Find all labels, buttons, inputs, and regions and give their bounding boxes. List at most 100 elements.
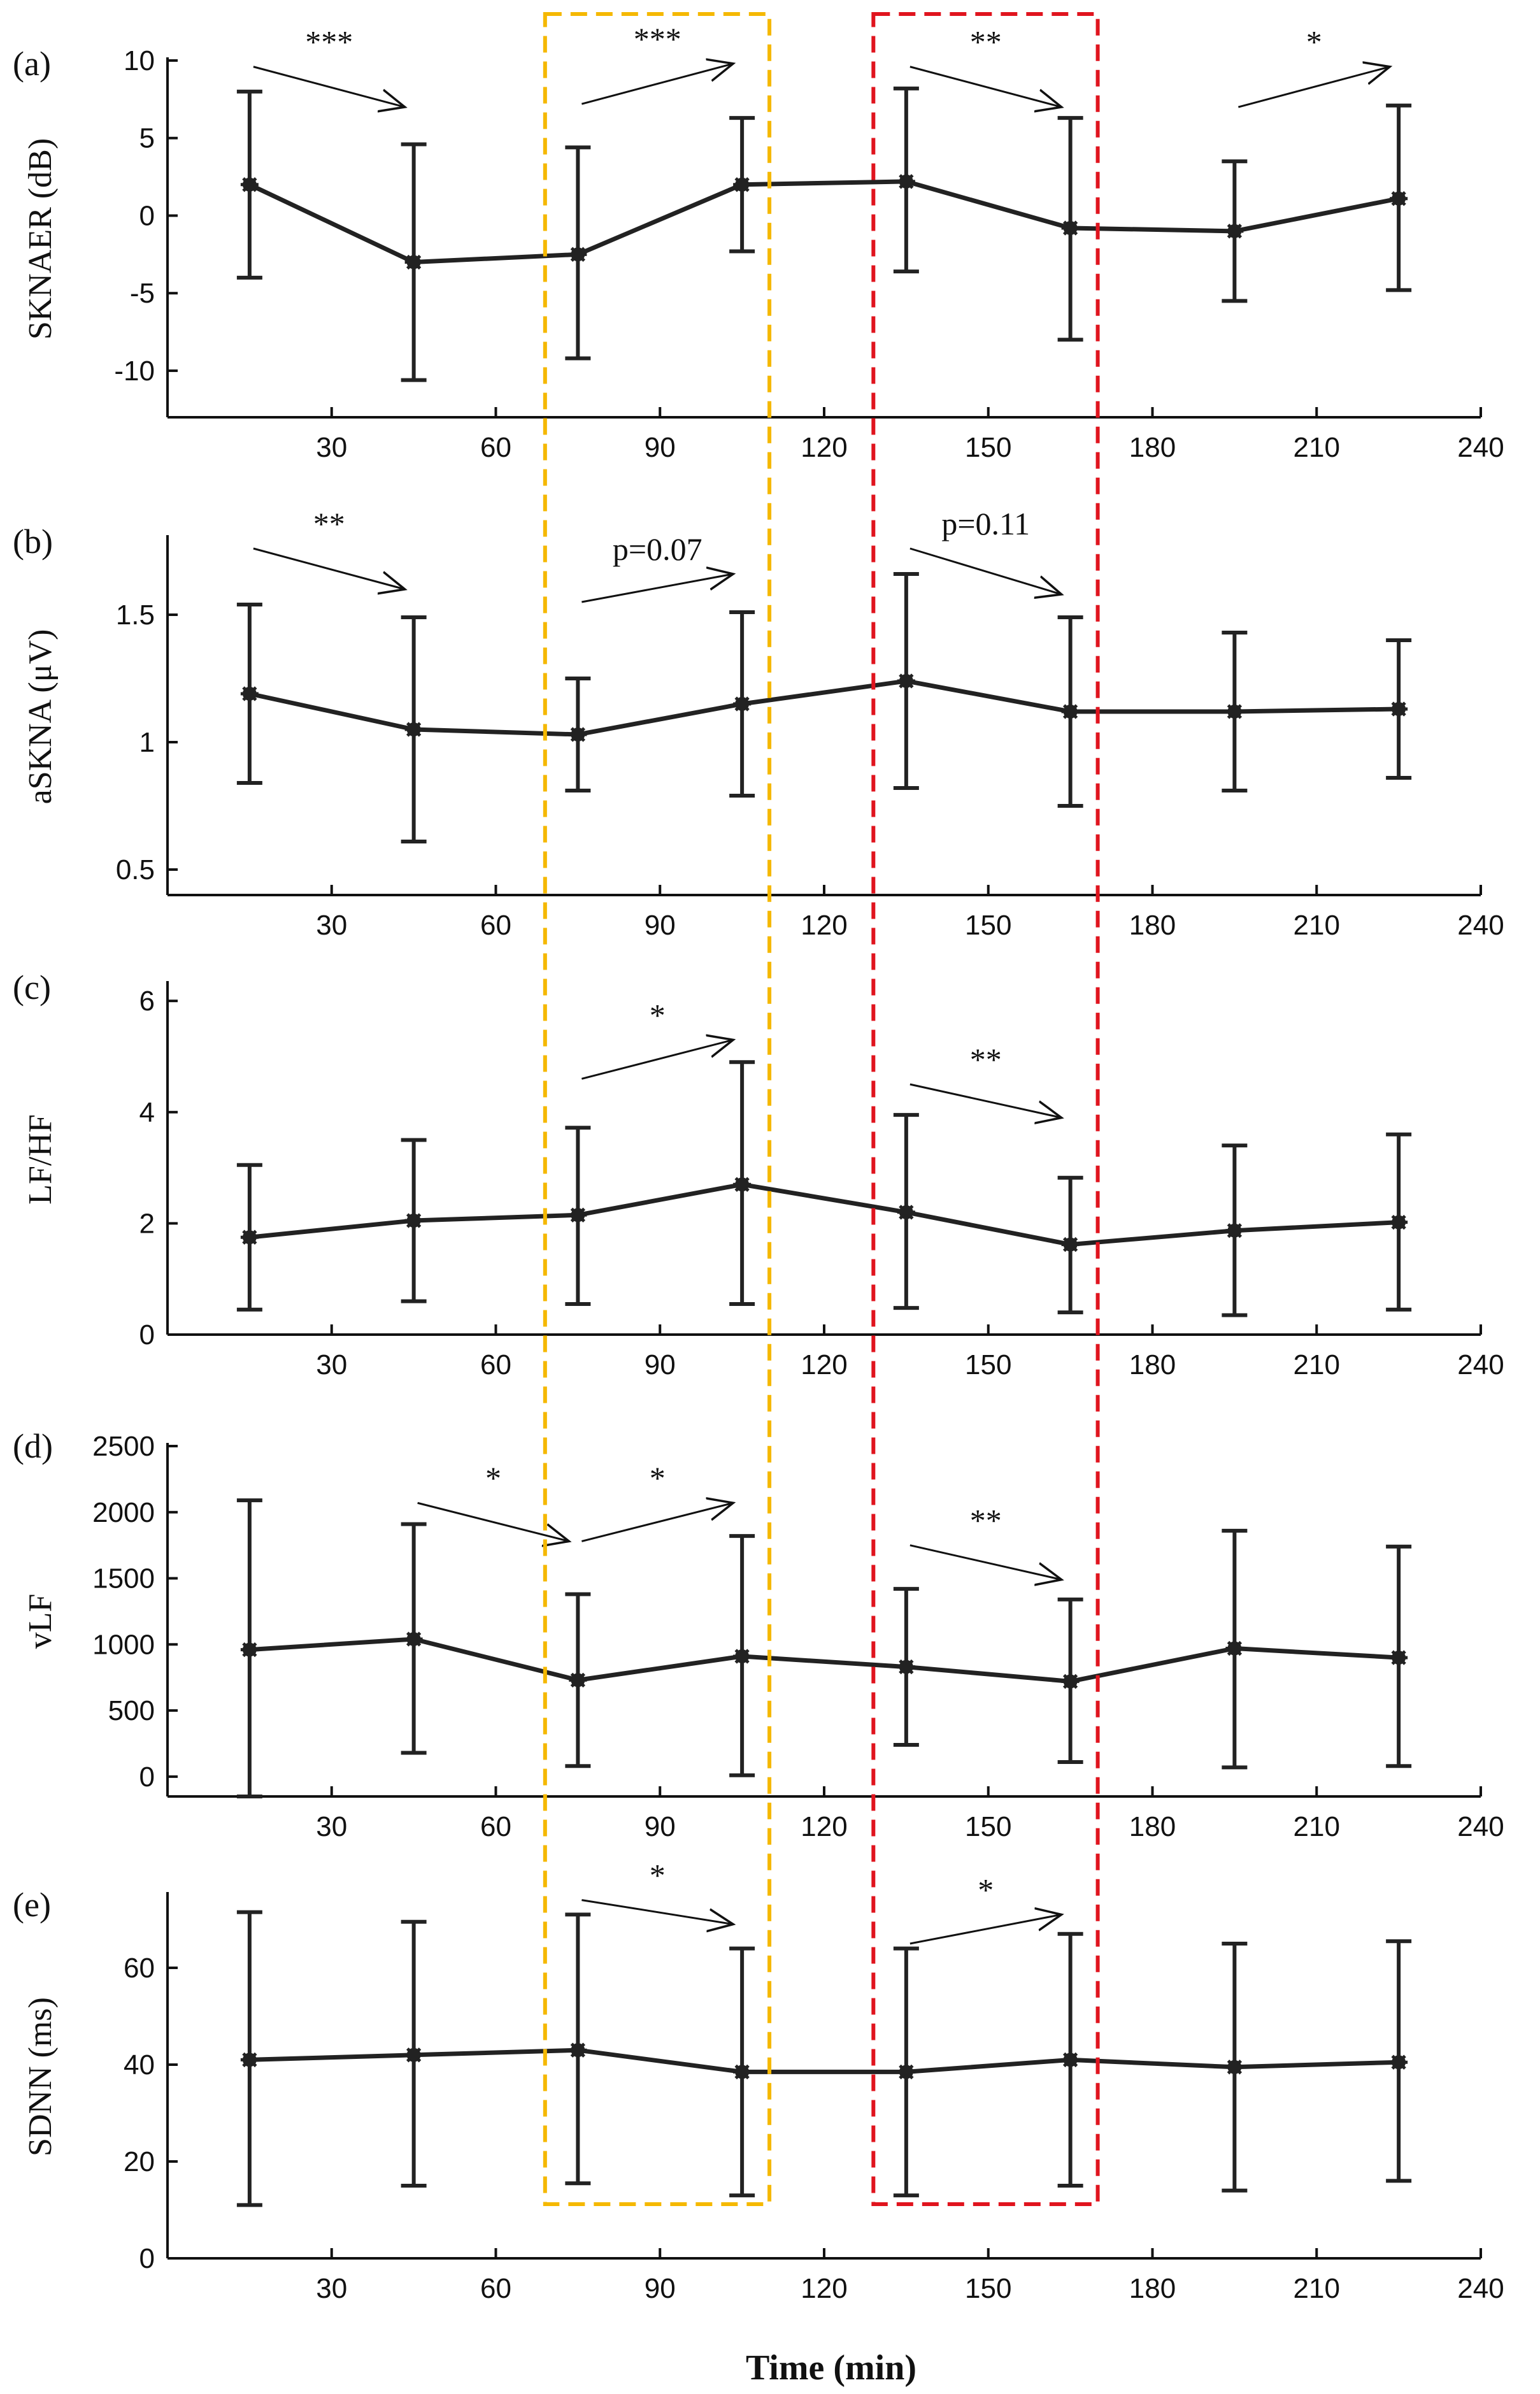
significance-arrow [909,1914,1062,1945]
y-tick-label: 2500 [92,1431,155,1462]
data-point-spoke [734,2064,750,2080]
data-point-spoke [734,177,750,192]
significance-label: *** [634,21,681,57]
panel-d: 2500 2000 1500 1000 500 0 30 60 90 120 150 180 210 24… [13,1427,1504,1842]
data-point [1225,222,1244,240]
significance-annotation: * [1237,24,1390,108]
y-tick-label: 0 [139,2243,155,2274]
x-tick-label: 90 [645,432,676,463]
significance-annotation: * [581,1858,733,1925]
data-point-spoke [1062,220,1078,236]
data-point [1061,219,1080,237]
data-point [897,1203,915,1221]
significance-annotation: ** [909,24,1062,107]
x-tick-label: 30 [316,1349,347,1380]
highlight-box-orange [543,12,772,2206]
data-point-spoke [1062,2052,1078,2068]
significance-arrow [909,547,1062,594]
data-point [569,245,587,264]
x-tick-label: 120 [801,1811,847,1842]
x-tick-label: 240 [1457,2273,1504,2304]
x-tick-label: 30 [316,1811,347,1842]
significance-label: p=0.11 [941,506,1030,541]
data-point-spoke [1227,2060,1243,2075]
x-tick-label: 240 [1457,432,1504,463]
data-point [1390,2053,1408,2072]
significance-label: ** [970,1042,1002,1077]
data-point [1225,2058,1244,2076]
x-tick-label: 180 [1129,1811,1176,1842]
y-axis-title: aSKNA (μV) [22,629,59,805]
data-point [1225,1221,1244,1240]
data-point [1061,1672,1080,1691]
y-tick-label: -5 [130,278,155,309]
data-point-spoke [1062,1236,1078,1252]
data-point-spoke [1391,1650,1406,1665]
data-point-spoke [570,2042,586,2058]
data-point-spoke [570,1207,586,1222]
data-point-spoke [1227,1223,1243,1238]
significance-annotation: *** [581,21,733,105]
data-point-spoke [242,2052,257,2068]
data-point-spoke [1062,1674,1078,1689]
x-tick-label: 90 [645,1811,676,1842]
panel-a: 10 5 0 -5 -10 30 60 90 120 150 180 210 240 (a) SKNAER … [13,21,1504,463]
data-point [569,2041,587,2060]
data-point [569,1671,587,1689]
data-point [897,2063,915,2081]
significance-arrow [253,66,405,107]
data-point-spoke [242,1229,257,1245]
data-point-spoke [899,174,914,189]
y-tick-label: 4 [139,1097,155,1128]
significance-label: * [650,1858,666,1893]
data-point-spoke [1227,1640,1243,1656]
y-axis-title: vLF [22,1594,59,1649]
significance-label: ** [313,506,345,541]
y-axis-title: SKNAER (dB) [22,138,59,340]
data-point [733,1647,752,1665]
significance-annotation: ** [909,1503,1062,1580]
significance-label: * [978,1872,994,1907]
x-tick-label: 180 [1129,1349,1176,1380]
significance-arrow [909,1083,1062,1117]
data-point [1390,189,1408,208]
y-tick-label: 1500 [92,1563,155,1595]
data-point [733,695,752,713]
x-tick-label: 30 [316,2273,347,2304]
data-point [1225,1639,1244,1658]
panel-e: 60 40 20 0 30 60 90 120 150 180 210 240 (e) SDNN (ms)… [13,1858,1504,2304]
x-tick-label: 210 [1294,1811,1340,1842]
data-point-spoke [406,722,422,737]
data-point-spoke [406,1213,422,1228]
data-point [1061,1235,1080,1254]
data-point-spoke [1391,191,1406,206]
x-tick-label: 120 [801,910,847,941]
x-tick-label: 120 [801,1349,847,1380]
data-point-spoke [406,1631,422,1647]
x-axis-title: Time (min) [746,2348,916,2388]
mean-line [248,179,1399,265]
y-tick-label: 20 [124,2146,155,2177]
y-tick-label: 60 [124,1953,155,1984]
significance-annotation: ** [909,1042,1062,1117]
highlight-box-red [871,12,1100,2206]
data-point-spoke [242,686,257,701]
significance-annotation: *** [253,24,405,107]
x-tick-label: 30 [316,910,347,941]
x-tick-label: 90 [645,910,676,941]
significance-annotation: ** [253,506,405,589]
data-point-spoke [1062,704,1078,719]
data-point [569,726,587,743]
x-tick-label: 240 [1457,910,1504,941]
x-tick-label: 150 [965,1349,1011,1380]
data-point [240,2051,259,2069]
y-tick-label: 1.5 [116,599,155,631]
significance-arrow [581,1040,733,1080]
significance-annotation: * [909,1872,1062,1945]
x-tick-label: 180 [1129,2273,1176,2304]
data-point-spoke [1227,224,1243,239]
y-tick-label: 0 [139,1761,155,1793]
